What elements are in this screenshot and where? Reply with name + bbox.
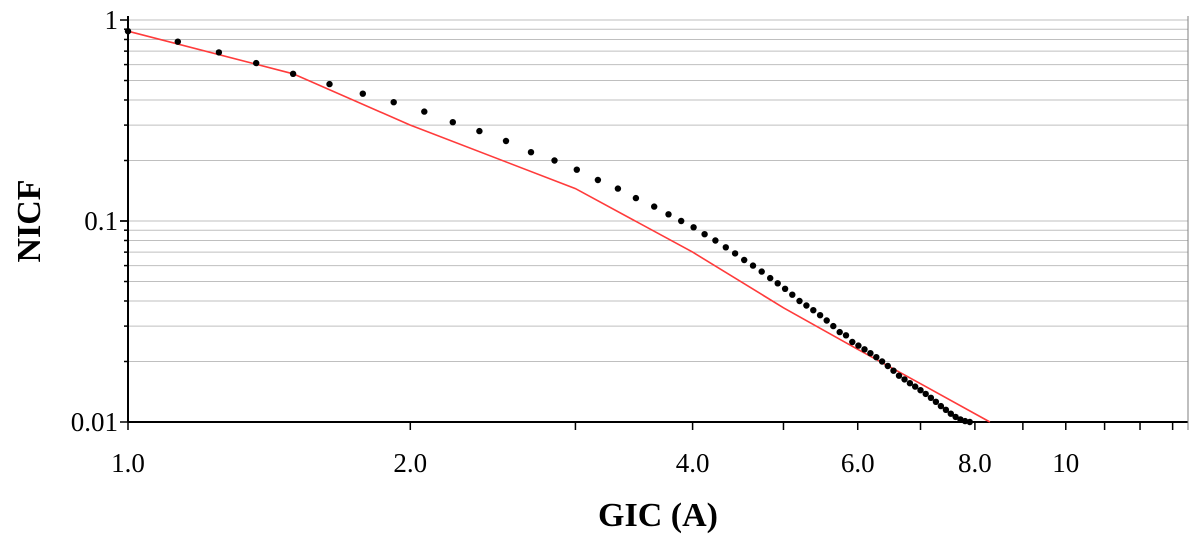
data-point — [741, 256, 748, 264]
tick-labels: 1 0.1 0.01 1.0 2.0 4.0 6.0 8.0 10 — [71, 5, 1080, 478]
data-point — [573, 166, 580, 173]
data-point — [855, 342, 862, 349]
data-point — [731, 250, 739, 257]
data-point — [476, 127, 483, 135]
data-point — [803, 302, 810, 309]
data-point — [632, 194, 640, 202]
data-point — [767, 274, 774, 282]
data-point — [861, 346, 868, 353]
data-point — [749, 262, 757, 269]
data-point — [937, 402, 945, 410]
data-point — [823, 317, 830, 324]
data-point — [849, 338, 856, 346]
x-tick-label: 1.0 — [111, 448, 145, 478]
data-point — [527, 149, 535, 156]
data-point — [901, 376, 908, 383]
data-point — [678, 217, 685, 225]
data-point — [781, 285, 789, 292]
data-point — [912, 383, 919, 390]
y-tick-label: 1 — [105, 5, 119, 35]
data-point — [253, 59, 260, 67]
data-point — [867, 350, 874, 357]
data-point — [927, 394, 935, 401]
x-tick-label: 10 — [1052, 448, 1079, 478]
data-point — [421, 108, 428, 115]
x-tick-label: 6.0 — [841, 448, 875, 478]
data-point — [390, 99, 397, 106]
data-point — [551, 157, 558, 164]
data-point — [884, 362, 891, 370]
data-point — [917, 387, 924, 394]
axes — [120, 16, 1189, 430]
data-point — [890, 367, 897, 374]
data-point — [796, 297, 803, 305]
data-point — [594, 176, 602, 184]
data-point — [722, 244, 729, 251]
data-point — [842, 332, 850, 339]
data-point — [830, 322, 837, 330]
data-point — [947, 410, 954, 417]
data-point — [701, 231, 708, 238]
data-point — [873, 354, 880, 361]
data-point — [502, 137, 510, 145]
data-point — [878, 358, 886, 365]
data-point — [326, 80, 333, 88]
x-tick-label: 4.0 — [676, 448, 710, 478]
data-point — [614, 185, 622, 192]
data-point — [665, 211, 672, 218]
data-point — [922, 390, 929, 398]
fit-line — [127, 30, 991, 423]
data-point — [124, 28, 132, 35]
data-point — [895, 372, 903, 379]
data-point — [952, 413, 959, 421]
data-point — [651, 203, 658, 210]
data-point — [449, 119, 456, 126]
y-axis-title: NICF — [11, 179, 48, 262]
x-tick-label: 8.0 — [958, 448, 992, 478]
data-point — [359, 90, 366, 97]
data-point — [690, 224, 697, 231]
data-point — [774, 280, 781, 287]
y-tick-label: 0.01 — [71, 407, 118, 437]
data-point — [932, 398, 940, 405]
data-point — [906, 380, 914, 387]
data-point — [712, 237, 719, 244]
data-point — [810, 307, 817, 314]
data-points-series — [124, 28, 973, 426]
data-point — [966, 418, 973, 426]
data-point — [836, 328, 843, 336]
x-axis-title: GIC (A) — [598, 497, 718, 534]
data-point — [215, 49, 223, 56]
data-point — [289, 70, 297, 78]
data-point — [174, 38, 181, 45]
data-point — [758, 268, 765, 275]
data-point — [816, 312, 824, 319]
y-tick-label: 0.1 — [84, 206, 118, 236]
fit-line-series — [127, 30, 991, 423]
data-point — [942, 406, 950, 413]
data-point — [789, 291, 796, 298]
x-tick-label: 2.0 — [393, 448, 427, 478]
gridlines — [128, 19, 1188, 362]
